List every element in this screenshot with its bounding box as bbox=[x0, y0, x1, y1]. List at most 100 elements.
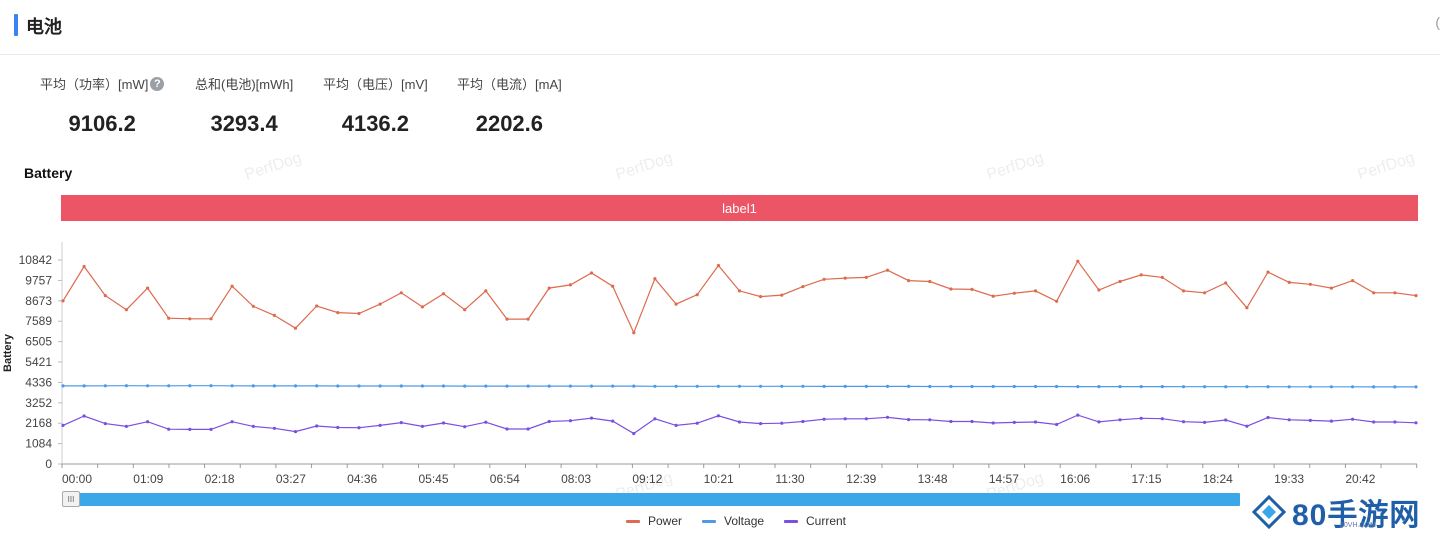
data-point-voltage[interactable] bbox=[251, 384, 255, 388]
data-point-current[interactable] bbox=[674, 423, 678, 427]
data-point-voltage[interactable] bbox=[843, 384, 847, 388]
data-point-voltage[interactable] bbox=[399, 384, 403, 388]
data-point-voltage[interactable] bbox=[1224, 385, 1228, 389]
data-point-power[interactable] bbox=[632, 331, 636, 335]
data-point-power[interactable] bbox=[949, 287, 953, 291]
data-point-current[interactable] bbox=[1224, 418, 1228, 422]
data-point-voltage[interactable] bbox=[209, 384, 213, 388]
data-point-voltage[interactable] bbox=[505, 384, 509, 388]
data-point-voltage[interactable] bbox=[82, 384, 86, 388]
data-point-power[interactable] bbox=[1351, 279, 1355, 283]
data-point-power[interactable] bbox=[653, 277, 657, 281]
data-point-current[interactable] bbox=[61, 423, 65, 427]
data-point-current[interactable] bbox=[1329, 419, 1333, 423]
data-point-current[interactable] bbox=[103, 422, 107, 426]
data-point-voltage[interactable] bbox=[1160, 385, 1164, 389]
data-point-voltage[interactable] bbox=[547, 384, 551, 388]
data-point-current[interactable] bbox=[484, 420, 488, 424]
data-point-current[interactable] bbox=[885, 415, 890, 419]
data-point-power[interactable] bbox=[526, 317, 530, 321]
data-point-voltage[interactable] bbox=[1012, 384, 1016, 389]
data-point-current[interactable] bbox=[82, 414, 86, 418]
data-point-voltage[interactable] bbox=[167, 384, 171, 388]
data-point-power[interactable] bbox=[759, 295, 763, 299]
data-point-power[interactable] bbox=[399, 291, 403, 295]
data-point-power[interactable] bbox=[1181, 289, 1186, 293]
data-point-voltage[interactable] bbox=[1181, 385, 1186, 389]
data-point-voltage[interactable] bbox=[1055, 384, 1059, 389]
data-point-voltage[interactable] bbox=[780, 384, 784, 388]
data-point-voltage[interactable] bbox=[1351, 385, 1355, 389]
data-point-voltage[interactable] bbox=[928, 384, 932, 389]
data-point-current[interactable] bbox=[315, 424, 319, 428]
data-point-current[interactable] bbox=[1160, 417, 1164, 421]
data-point-current[interactable] bbox=[1245, 424, 1249, 428]
data-point-current[interactable] bbox=[632, 431, 636, 436]
data-point-voltage[interactable] bbox=[1393, 385, 1397, 389]
data-point-current[interactable] bbox=[336, 425, 340, 430]
data-point-power[interactable] bbox=[843, 276, 847, 280]
data-point-voltage[interactable] bbox=[1372, 385, 1376, 389]
data-point-voltage[interactable] bbox=[1329, 385, 1333, 389]
data-point-voltage[interactable] bbox=[124, 384, 128, 388]
data-point-voltage[interactable] bbox=[230, 384, 234, 388]
data-point-voltage[interactable] bbox=[61, 384, 65, 388]
data-point-power[interactable] bbox=[378, 302, 382, 306]
data-point-voltage[interactable] bbox=[907, 384, 911, 388]
data-point-power[interactable] bbox=[463, 308, 467, 312]
data-point-power[interactable] bbox=[780, 293, 784, 297]
data-point-voltage[interactable] bbox=[716, 384, 721, 388]
data-point-current[interactable] bbox=[293, 430, 298, 434]
legend-item-voltage[interactable]: Voltage bbox=[702, 514, 764, 528]
data-point-voltage[interactable] bbox=[1266, 385, 1270, 389]
data-point-power[interactable] bbox=[1266, 270, 1270, 274]
data-point-current[interactable] bbox=[695, 421, 699, 425]
data-point-current[interactable] bbox=[1181, 420, 1186, 424]
data-point-power[interactable] bbox=[674, 302, 678, 306]
data-point-current[interactable] bbox=[441, 421, 446, 425]
data-point-current[interactable] bbox=[843, 417, 847, 421]
help-icon[interactable]: ? bbox=[150, 76, 165, 91]
data-point-current[interactable] bbox=[780, 421, 784, 425]
data-point-voltage[interactable] bbox=[103, 384, 107, 388]
data-point-power[interactable] bbox=[251, 304, 255, 308]
data-point-power[interactable] bbox=[167, 316, 171, 320]
data-point-power[interactable] bbox=[716, 263, 721, 268]
data-point-power[interactable] bbox=[1033, 289, 1038, 293]
data-point-voltage[interactable] bbox=[463, 384, 467, 388]
data-point-power[interactable] bbox=[885, 268, 890, 272]
data-point-power[interactable] bbox=[272, 313, 276, 317]
data-point-voltage[interactable] bbox=[357, 384, 361, 388]
data-point-current[interactable] bbox=[716, 414, 721, 418]
data-point-power[interactable] bbox=[293, 326, 298, 330]
data-point-power[interactable] bbox=[1287, 280, 1291, 284]
data-point-power[interactable] bbox=[611, 284, 615, 288]
data-point-current[interactable] bbox=[1055, 422, 1059, 427]
data-point-current[interactable] bbox=[991, 421, 995, 425]
data-point-voltage[interactable] bbox=[737, 384, 742, 388]
data-point-voltage[interactable] bbox=[1118, 385, 1122, 389]
data-point-power[interactable] bbox=[124, 308, 128, 312]
data-point-power[interactable] bbox=[1118, 279, 1122, 284]
data-point-power[interactable] bbox=[1203, 291, 1207, 295]
data-point-power[interactable] bbox=[991, 294, 995, 298]
data-point-voltage[interactable] bbox=[1139, 385, 1143, 389]
data-point-current[interactable] bbox=[357, 426, 361, 430]
data-point-power[interactable] bbox=[441, 292, 446, 296]
data-point-current[interactable] bbox=[1033, 420, 1038, 424]
data-point-voltage[interactable] bbox=[801, 384, 805, 388]
data-point-power[interactable] bbox=[907, 279, 911, 283]
data-point-voltage[interactable] bbox=[315, 384, 319, 388]
data-point-power[interactable] bbox=[1245, 306, 1249, 310]
data-point-power[interactable] bbox=[695, 293, 699, 297]
data-point-voltage[interactable] bbox=[822, 384, 826, 388]
data-point-current[interactable] bbox=[1076, 413, 1080, 417]
data-point-voltage[interactable] bbox=[1033, 384, 1038, 389]
data-point-voltage[interactable] bbox=[991, 384, 995, 389]
data-point-voltage[interactable] bbox=[146, 384, 150, 388]
data-point-current[interactable] bbox=[526, 427, 530, 431]
data-point-current[interactable] bbox=[1118, 418, 1122, 422]
data-point-voltage[interactable] bbox=[441, 384, 446, 388]
data-point-voltage[interactable] bbox=[272, 384, 276, 388]
data-point-current[interactable] bbox=[1414, 421, 1418, 425]
